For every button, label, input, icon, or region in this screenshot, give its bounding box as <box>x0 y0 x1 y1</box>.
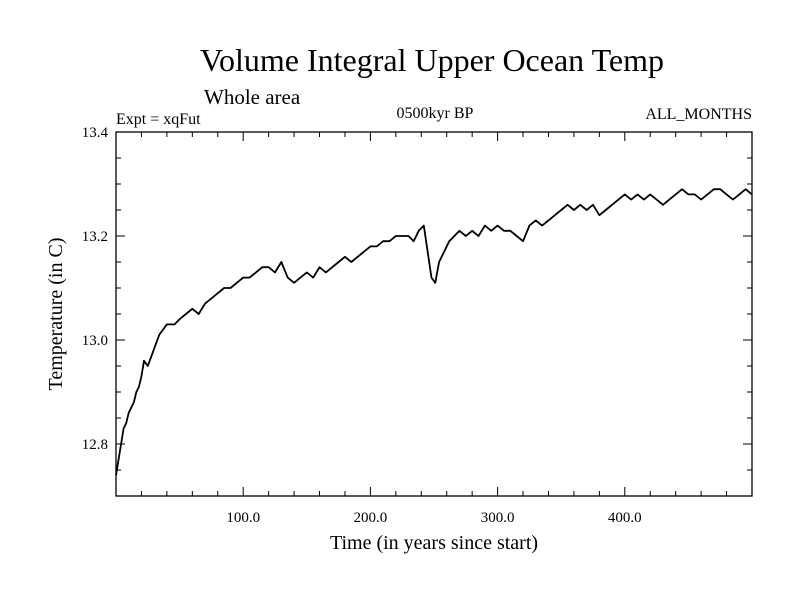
x-tick-label: 200.0 <box>354 510 388 526</box>
y-tick-label: 12.8 <box>82 437 108 453</box>
expt-label: Expt = xqFut <box>116 111 201 128</box>
chart-title: Volume Integral Upper Ocean Temp <box>200 42 664 78</box>
series-line-0 <box>115 188 753 476</box>
y-axis-label: Temperature (in C) <box>45 238 67 391</box>
plot-frame <box>115 131 753 497</box>
x-axis-label: Time (in years since start) <box>330 532 538 554</box>
x-tick-label: 400.0 <box>608 510 642 526</box>
period-label: 0500kyr BP <box>397 105 474 122</box>
y-tick-label: 13.4 <box>82 125 109 141</box>
series-layer <box>115 188 753 476</box>
y-tick-label: 13.0 <box>82 333 108 349</box>
months-label: ALL_MONTHS <box>645 106 752 123</box>
x-tick-label: 300.0 <box>481 510 515 526</box>
ticks-layer: 100.0 200.0 300.0 400.0 12.8 13.0 13.2 13.4 <box>82 125 752 526</box>
x-tick-label: 100.0 <box>226 510 260 526</box>
chart-subtitle: Whole area <box>204 85 301 109</box>
y-tick-label: 13.2 <box>82 229 108 245</box>
